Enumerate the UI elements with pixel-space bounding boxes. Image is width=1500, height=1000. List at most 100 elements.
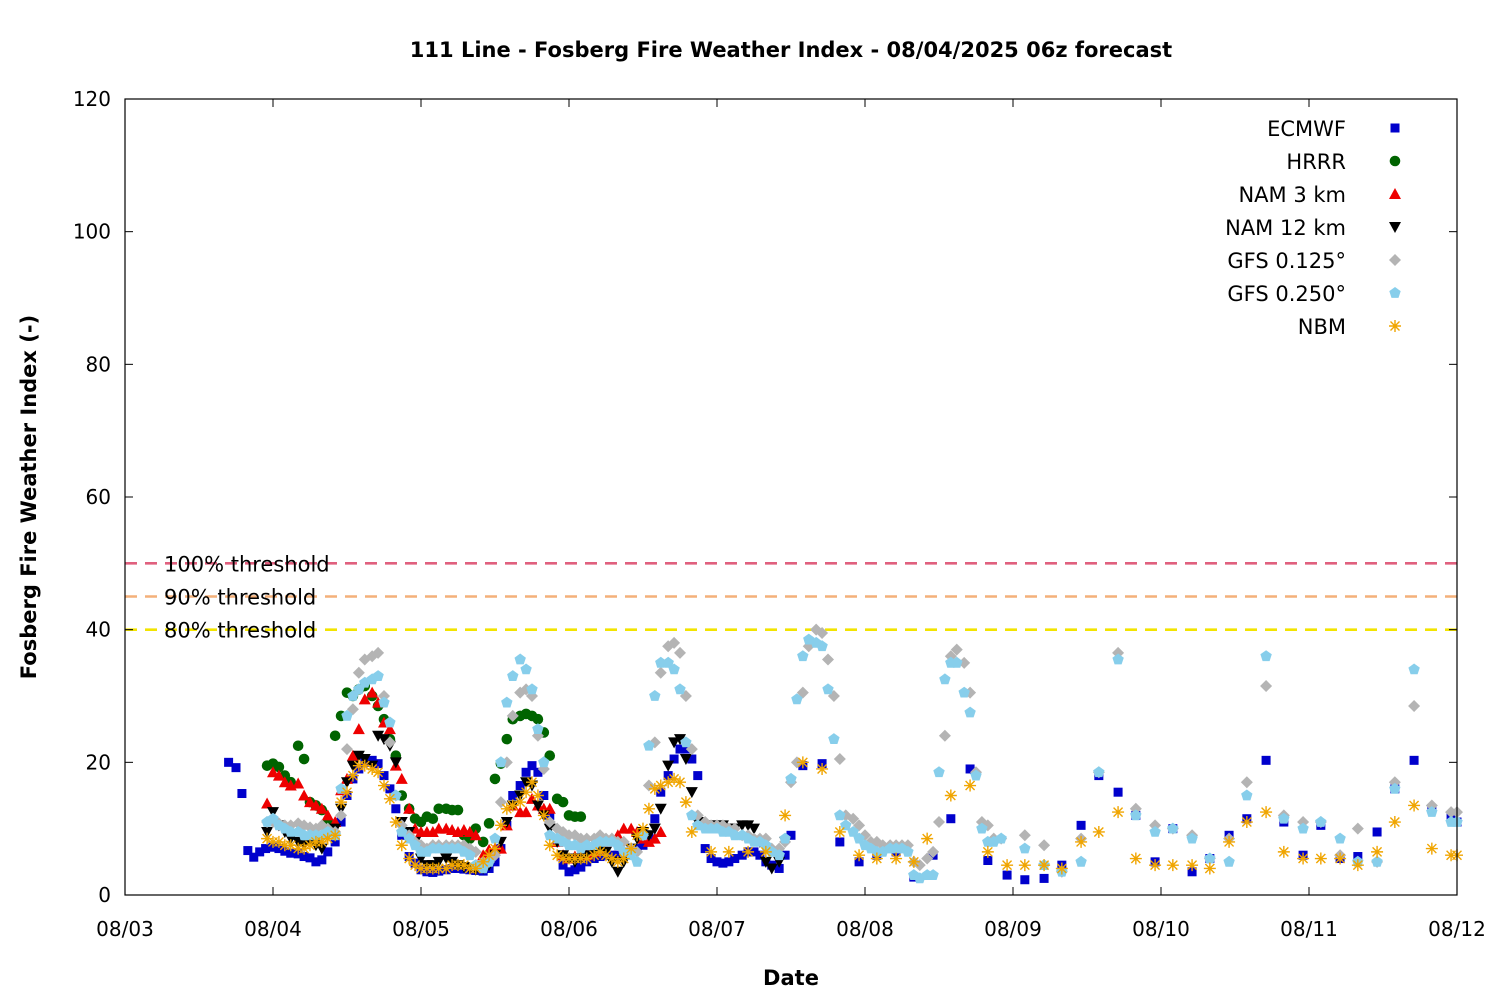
point-hrrr [483,818,495,829]
point-gfs-0-250 [267,812,279,824]
point-gfs-0-250 [409,839,421,851]
point-hrrr [501,733,513,745]
point-ecmwf [237,789,247,799]
point-gfs-0-125 [654,666,667,679]
point-nbm [551,849,564,862]
point-gfs-0-250 [655,656,667,668]
point-nbm [625,842,638,855]
point-ecmwf [1076,820,1086,830]
point-gfs-0-250 [1334,832,1346,844]
point-nam-12-km [514,790,527,802]
point-gfs-0-125 [341,743,353,756]
point-nbm [648,782,661,795]
point-gfs-0-125 [847,812,860,825]
point-hrrr [489,773,501,785]
point-hrrr [575,811,587,823]
threshold-label: 100% threshold [164,552,330,576]
point-nam-12-km [679,754,692,766]
point-gfs-0-250 [1371,855,1383,867]
point-gfs-0-250 [1389,782,1401,794]
x-axis-label: Date [763,966,819,990]
point-nbm [315,835,328,848]
point-ecmwf [564,867,574,877]
point-nbm [964,779,977,792]
point-ecmwf [712,857,722,867]
point-ecmwf [983,856,993,866]
x-tick-label: 08/09 [984,917,1042,941]
point-nam-3-km [395,772,408,784]
point-nam-12-km [648,823,661,835]
x-tick-label: 08/03 [96,917,154,941]
threshold-label: 90% threshold [164,586,316,610]
point-nam-3-km [309,799,322,811]
point-nbm [1351,859,1364,872]
point-hrrr [433,803,445,815]
point-ecmwf [737,850,747,860]
point-nbm [580,852,593,865]
point-nam-3-km [625,822,638,834]
point-gfs-0-125 [833,753,846,766]
chart-title: 111 Line - Fosberg Fire Weather Index - … [410,38,1172,62]
legend-label-nam-12-km: NAM 12 km [1225,216,1346,240]
point-ecmwf [274,844,284,854]
point-gfs-0-250 [1204,852,1216,864]
point-gfs-0-250 [631,855,643,867]
point-nbm [514,796,527,809]
point-nam-12-km [440,853,453,865]
point-nbm [1055,862,1068,875]
point-nam-12-km [500,817,513,829]
point-nbm [341,786,353,799]
point-nbm [796,756,809,769]
point-gfs-0-125 [938,729,951,742]
legend-label-nam-3-km: NAM 3 km [1238,183,1346,207]
point-nbm [944,789,957,802]
threshold-label: 80% threshold [164,619,316,643]
point-gfs-0-125 [950,643,963,656]
point-nam-3-km [358,693,371,705]
x-tick-label: 08/07 [688,917,746,941]
point-nbm [1334,852,1347,865]
point-nam-3-km [463,825,476,837]
point-nam-12-km [748,823,760,835]
legend: ECMWF HRRR NAM 3 km NAM 12 km GFS 0.125° GFS … [1225,117,1401,339]
point-nbm [631,829,644,842]
point-gfs-0-250 [785,772,797,784]
point-nam-3-km [278,776,291,788]
point-nam-12-km [765,863,778,875]
point-nam-12-km [358,754,371,766]
point-ecmwf [527,761,537,771]
point-nbm [526,776,538,789]
point-nbm [1038,859,1051,872]
point-gfs-0-125 [921,852,934,865]
y-axis-label: Fosberg Fire Weather Index (-) [17,315,41,679]
point-gfs-0-250 [933,766,945,778]
point-nbm [921,832,934,845]
point-nbm [617,852,630,865]
y-tick-label: 60 [86,485,111,509]
point-ecmwf [323,847,333,857]
point-ecmwf [1002,870,1012,880]
point-gfs-0-250 [1075,855,1087,867]
point-gfs-0-250 [834,809,846,821]
x-tick-label: 08/06 [540,917,598,941]
point-nbm [358,759,371,772]
point-nam-3-km [272,769,285,781]
point-ecmwf [558,860,568,870]
point-gfs-0-250 [1426,806,1438,817]
point-gfs-0-250 [970,769,982,781]
point-nbm [779,809,792,822]
point-gfs-0-250 [1130,809,1142,821]
point-nbm [389,816,402,829]
point-nbm [366,762,379,775]
point-hrrr [452,804,464,816]
point-gfs-0-250 [1260,650,1272,662]
point-nbm [1425,842,1438,855]
point-nbm [506,799,519,812]
point-gfs-0-250 [403,832,415,844]
point-ecmwf [780,850,790,860]
point-gfs-0-250 [773,849,785,861]
point-nbm [409,859,422,872]
point-nam-3-km [383,723,396,735]
point-gfs-0-250 [816,640,828,652]
point-gfs-0-125 [335,809,348,822]
